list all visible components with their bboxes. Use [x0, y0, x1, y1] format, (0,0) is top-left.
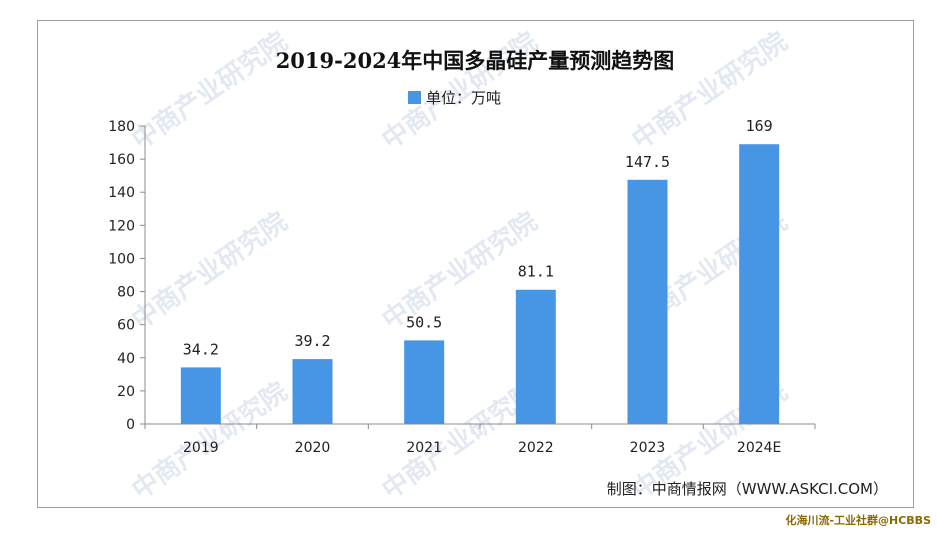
- watermark: 中商产业研究院: [626, 26, 793, 156]
- y-tick-label: 60: [117, 318, 135, 334]
- bar: [627, 179, 668, 424]
- data-label: 39.2: [294, 332, 330, 350]
- bars: 34.2 39.2 50.5 81.1 147.5 169: [180, 117, 780, 424]
- y-tick-label: 0: [126, 417, 135, 433]
- y-tick-label: 180: [108, 119, 135, 135]
- source-note: 制图：中商情报网（WWW.ASKCI.COM）: [607, 480, 888, 498]
- y-tick-label: 80: [117, 285, 135, 301]
- y-tick-label: 100: [108, 251, 135, 267]
- credit-text: 化海川流-工业社群@HCBBS: [785, 514, 931, 527]
- x-tick-label: 2023: [630, 440, 666, 456]
- axes: 0 20 40 60 80 100 120 140 160 180 2019 2020 2021 2022…: [108, 119, 816, 456]
- bar: [404, 340, 445, 424]
- data-label: 81.1: [518, 263, 554, 281]
- bar: [180, 367, 221, 424]
- chart-title: 2019-2024年中国多晶硅产量预测趋势图: [276, 48, 675, 73]
- watermark: 中商产业研究院: [126, 26, 293, 156]
- y-tick-label: 120: [108, 218, 135, 234]
- bar: [739, 144, 780, 424]
- legend-label: 单位：万吨: [426, 89, 501, 107]
- watermark: 中商产业研究院: [126, 206, 293, 336]
- x-tick-label: 2022: [518, 440, 554, 456]
- data-label: 34.2: [183, 340, 219, 358]
- y-tick-label: 40: [117, 351, 135, 367]
- y-tick-label: 160: [108, 152, 135, 168]
- data-label: 169: [746, 117, 773, 135]
- x-tick-label: 2019: [183, 440, 219, 456]
- bar: [515, 289, 556, 424]
- y-tick-label: 20: [117, 384, 135, 400]
- bar: [292, 359, 333, 424]
- x-tick-label: 2024E: [737, 440, 781, 456]
- legend-swatch: [408, 91, 421, 104]
- legend: 单位：万吨: [408, 89, 501, 107]
- y-tick-label: 140: [108, 185, 135, 201]
- x-tick-label: 2021: [406, 440, 442, 456]
- data-label: 50.5: [406, 313, 442, 331]
- x-tick-label: 2020: [295, 440, 331, 456]
- data-label: 147.5: [625, 153, 670, 171]
